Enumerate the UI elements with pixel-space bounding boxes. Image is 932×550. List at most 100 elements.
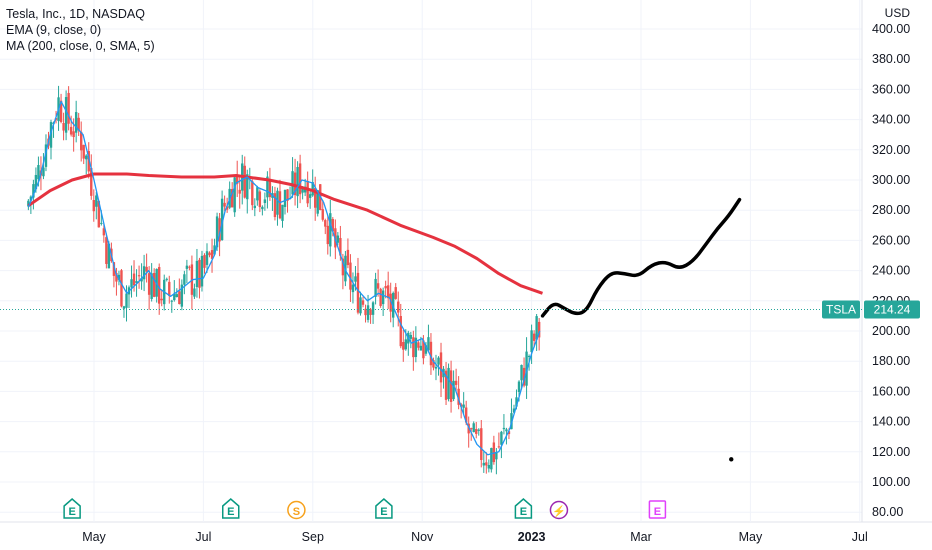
candle-body — [371, 302, 375, 315]
time-tick-label: Mar — [630, 530, 652, 544]
candle-body — [44, 144, 48, 167]
time-tick-label: 2023 — [518, 530, 546, 544]
drawing-layer[interactable] — [540, 197, 742, 462]
candle-body — [515, 397, 518, 407]
candle-body — [412, 337, 415, 358]
time-tick-label: Nov — [411, 530, 434, 544]
price-tick-label: 340.00 — [872, 113, 910, 127]
time-axis[interactable]: May Jul Sep Nov 2023 Mar May Jul — [82, 530, 868, 544]
candle-body — [188, 266, 191, 268]
candle-body — [339, 237, 342, 256]
legend-ema[interactable]: EMA (9, close, 0) — [6, 23, 102, 37]
candle-body — [354, 276, 357, 282]
candle-body — [522, 367, 526, 386]
candle-body — [414, 337, 418, 357]
candle-body — [394, 287, 397, 299]
candle-body — [203, 255, 206, 268]
candle-body — [120, 270, 123, 307]
candle-body — [42, 167, 45, 177]
candle-body — [462, 404, 465, 408]
price-tick-label: 120.00 — [872, 445, 910, 459]
candle-body — [37, 165, 40, 180]
event-earnings-marker[interactable] — [375, 498, 393, 519]
candle-body — [422, 340, 425, 359]
candle-body — [168, 281, 171, 296]
candle-body — [215, 216, 219, 248]
candle-body — [122, 306, 126, 309]
events-row: E E S E E ⚡ E — [63, 498, 667, 520]
candle-body — [409, 334, 413, 339]
event-earnings-marker[interactable] — [514, 498, 533, 519]
candle-body — [505, 429, 508, 432]
candle-body — [535, 316, 538, 340]
candle-body — [308, 194, 312, 198]
candle-body — [326, 225, 329, 245]
candle-body — [243, 165, 246, 198]
event-earnings-marker[interactable] — [63, 498, 81, 519]
candle-body — [283, 189, 287, 207]
event-letter: S — [293, 506, 300, 518]
candle-body — [434, 366, 438, 369]
candle-body — [220, 198, 224, 241]
candle-body — [251, 181, 254, 206]
candle-body — [82, 144, 85, 159]
candle-body — [147, 273, 151, 295]
candle-body — [316, 190, 319, 214]
candle-body — [62, 123, 65, 131]
event-letter: E — [520, 506, 527, 518]
candle-body — [92, 200, 95, 212]
candle-body — [67, 92, 70, 124]
candle-body — [27, 200, 30, 207]
candle-body — [359, 297, 362, 314]
event-dividend-flash-marker[interactable] — [549, 500, 569, 520]
candle-body — [470, 428, 473, 430]
price-tick-label: 180.00 — [872, 354, 910, 368]
candle-body — [72, 131, 75, 138]
candle-body — [399, 316, 402, 347]
candle-body — [384, 286, 387, 289]
candle-body — [447, 367, 450, 400]
candle-body — [85, 155, 88, 160]
last-price-layer: TSLA 214.24 — [0, 300, 920, 319]
event-earnings-future-marker[interactable] — [648, 500, 667, 519]
legend-ma[interactable]: MA (200, close, 0, SMA, 5) — [6, 39, 155, 53]
last-price-badge-text: 214.24 — [874, 302, 911, 316]
candle-body — [502, 427, 506, 430]
legend-symbol[interactable]: Tesla, Inc., 1D, NASDAQ — [6, 7, 145, 21]
candle-body — [132, 273, 136, 286]
candle-body — [324, 220, 327, 227]
candle-body — [125, 293, 128, 308]
candle-body — [150, 273, 153, 299]
candle-body — [361, 300, 365, 305]
candle-body — [238, 189, 241, 194]
candle-body — [389, 293, 392, 312]
candle-body — [439, 352, 443, 383]
price-tick-label: 80.00 — [872, 505, 903, 519]
candle-body — [527, 356, 531, 358]
event-split-marker[interactable] — [287, 500, 306, 520]
candle-body — [145, 266, 148, 272]
candle-body — [115, 273, 118, 282]
candle-body — [537, 321, 541, 338]
price-scale[interactable]: 80.00 100.00 120.00 140.00 160.00 180.00 200.0… — [872, 22, 910, 519]
candle-body — [437, 357, 440, 365]
candle-body — [130, 279, 133, 288]
candle-body — [402, 342, 405, 350]
candle-body — [278, 191, 282, 219]
candle-body — [336, 235, 340, 243]
drawing-dot[interactable] — [729, 457, 734, 462]
candle-body — [233, 177, 236, 213]
event-letter: E — [654, 506, 661, 518]
candle-body — [273, 193, 277, 218]
freehand-projection-drawing[interactable] — [540, 197, 742, 318]
price-tick-label: 320.00 — [872, 143, 910, 157]
candle-body — [29, 196, 33, 201]
candle-body — [492, 442, 496, 463]
event-earnings-marker[interactable] — [222, 498, 240, 519]
candle-body — [293, 172, 297, 196]
candle-body — [208, 252, 211, 256]
candle-body — [185, 265, 189, 269]
candle-body — [404, 339, 407, 350]
